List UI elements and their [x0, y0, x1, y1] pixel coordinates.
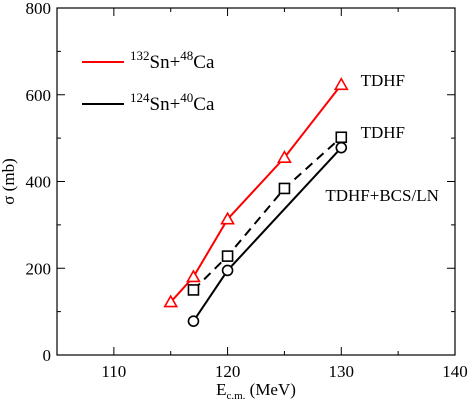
series-2-point: [187, 315, 200, 327]
series-1-point: [221, 250, 234, 262]
legend-label-0: 132Sn+48Ca: [130, 48, 215, 73]
x-tick-label: 140: [442, 362, 468, 381]
series-2-line: [192, 146, 343, 322]
series-1-point: [278, 182, 291, 195]
series-2-point: [335, 141, 348, 154]
x-tick-label: 120: [215, 362, 241, 381]
y-tick-label: 600: [26, 86, 52, 105]
annotation-1: TDHF: [361, 123, 405, 142]
series-0-point: [333, 77, 349, 91]
series-1-line: [192, 136, 342, 291]
series-0-point: [220, 211, 235, 225]
y-tick-label: 800: [26, 0, 52, 18]
series-1-point: [335, 131, 348, 144]
series-1-point: [187, 284, 200, 296]
x-axis-label: Ec.m. (MeV): [216, 380, 296, 401]
legend-label-1: 124Sn+40Ca: [130, 90, 215, 115]
y-tick-label: 0: [43, 346, 52, 365]
series-0-line: [169, 84, 343, 303]
y-tick-label: 200: [26, 259, 52, 278]
y-axis-label: σ (mb): [0, 158, 18, 204]
series-0-point: [277, 150, 292, 163]
plot-frame: [56, 7, 456, 356]
y-tick-label: 400: [26, 173, 52, 192]
annotation-0: TDHF: [361, 71, 405, 90]
x-tick-label: 110: [101, 362, 126, 381]
annotation-2: TDHF+BCS/LN: [325, 186, 439, 205]
series-2-point: [221, 264, 234, 277]
x-tick-label: 130: [329, 362, 355, 381]
series-0-point: [186, 269, 201, 283]
series-0-point: [163, 294, 179, 308]
